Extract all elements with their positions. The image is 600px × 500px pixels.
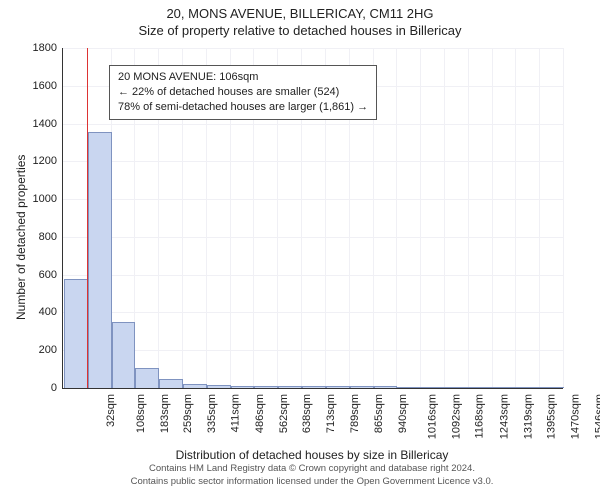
gridline-h [63, 312, 563, 313]
x-tick-label: 638sqm [302, 394, 314, 433]
histogram-bar [421, 387, 445, 388]
infobox-line2: ← 22% of detached houses are smaller (52… [118, 85, 368, 100]
x-tick-label: 183sqm [159, 394, 171, 433]
credits-line1: Contains HM Land Registry data © Crown c… [62, 463, 562, 475]
page-title-line2: Size of property relative to detached ho… [0, 21, 600, 38]
gridline-v [539, 48, 540, 388]
histogram-bar [278, 386, 302, 388]
x-tick-label: 713sqm [325, 394, 337, 433]
histogram-bar [207, 385, 231, 388]
histogram-bar [350, 386, 374, 388]
x-tick-label: 1016sqm [427, 394, 439, 439]
x-tick-label: 486sqm [254, 394, 266, 433]
page-title-line1: 20, MONS AVENUE, BILLERICAY, CM11 2HG [0, 0, 600, 21]
y-tick-label: 1800 [17, 42, 57, 54]
x-tick-label: 32sqm [105, 394, 117, 427]
y-tick-label: 800 [17, 231, 57, 243]
y-tick-label: 600 [17, 269, 57, 281]
y-tick-label: 1600 [17, 80, 57, 92]
histogram-bar [516, 387, 540, 388]
credits-line2: Contains public sector information licen… [62, 476, 562, 488]
gridline-v [444, 48, 445, 388]
x-tick-label: 1546sqm [593, 394, 600, 439]
y-tick-label: 1200 [17, 155, 57, 167]
y-tick-label: 1400 [17, 118, 57, 130]
gridline-h [63, 237, 563, 238]
histogram-bar [445, 387, 469, 388]
histogram-bar [374, 386, 398, 388]
histogram-bar [183, 384, 207, 388]
gridline-h [63, 161, 563, 162]
y-tick-label: 200 [17, 344, 57, 356]
x-tick-label: 1319sqm [522, 394, 534, 439]
x-tick-label: 1168sqm [473, 394, 485, 438]
x-tick-label: 865sqm [373, 394, 385, 433]
histogram-bar [326, 386, 350, 388]
gridline-h [63, 350, 563, 351]
x-tick-label: 1092sqm [451, 394, 463, 439]
x-tick-label: 940sqm [397, 394, 409, 433]
gridline-h [63, 124, 563, 125]
property-marker-line [87, 48, 88, 388]
x-tick-label: 562sqm [278, 394, 290, 433]
histogram-bar [540, 387, 564, 388]
gridline-v [492, 48, 493, 388]
gridline-v [468, 48, 469, 388]
histogram-bar [302, 386, 326, 388]
infobox-line1: 20 MONS AVENUE: 106sqm [118, 70, 368, 85]
gridline-v [396, 48, 397, 388]
gridline-h [63, 199, 563, 200]
histogram-bar [64, 279, 88, 388]
gridline-v [420, 48, 421, 388]
gridline-v [563, 48, 564, 388]
chart-container: 20, MONS AVENUE, BILLERICAY, CM11 2HG Si… [0, 0, 600, 500]
property-infobox: 20 MONS AVENUE: 106sqm← 22% of detached … [109, 65, 377, 120]
histogram-bar [493, 387, 517, 388]
y-tick-label: 0 [17, 382, 57, 394]
plot-area: 02004006008001000120014001600180032sqm10… [62, 48, 563, 389]
histogram-bar [397, 387, 421, 388]
gridline-v [515, 48, 516, 388]
histogram-bar [112, 322, 136, 388]
gridline-h [63, 275, 563, 276]
credits: Contains HM Land Registry data © Crown c… [62, 463, 562, 488]
x-tick-label: 789sqm [349, 394, 361, 433]
y-tick-label: 1000 [17, 193, 57, 205]
histogram-bar [469, 387, 493, 388]
histogram-bar [88, 132, 112, 388]
histogram-bar [254, 386, 278, 388]
y-tick-label: 400 [17, 306, 57, 318]
gridline-h [63, 48, 563, 49]
infobox-line3: 78% of semi-detached houses are larger (… [118, 100, 368, 115]
histogram-bar [231, 386, 255, 389]
x-tick-label: 1470sqm [570, 394, 582, 439]
histogram-bar [135, 368, 159, 388]
x-tick-label: 411sqm [229, 394, 241, 432]
x-tick-label: 108sqm [135, 394, 147, 433]
x-tick-label: 1243sqm [498, 394, 510, 439]
x-axis-label: Distribution of detached houses by size … [62, 448, 562, 462]
histogram-bar [159, 379, 183, 388]
x-tick-label: 335sqm [206, 394, 218, 433]
chart-area: 02004006008001000120014001600180032sqm10… [62, 48, 562, 388]
x-tick-label: 259sqm [182, 394, 194, 433]
x-tick-label: 1395sqm [546, 394, 558, 439]
